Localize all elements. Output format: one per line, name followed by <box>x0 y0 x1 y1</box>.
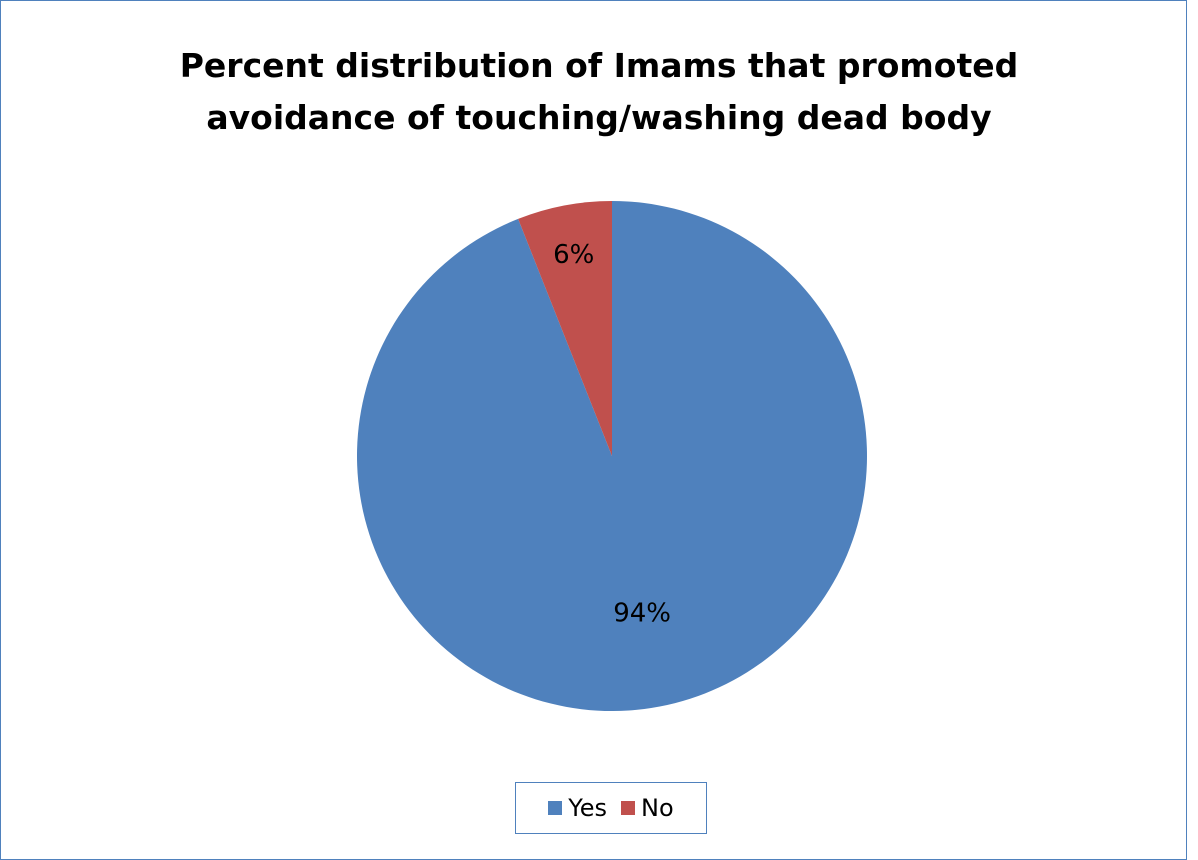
pie-data-labels: 94% 6% <box>553 240 671 628</box>
pie-slices <box>356 201 867 712</box>
legend-swatch-yes <box>548 801 563 815</box>
pie-chart: 94% 6% <box>356 201 867 712</box>
data-label-yes: 94% <box>613 598 671 628</box>
legend-item-no: No <box>621 794 674 822</box>
chart-title-line-1: Percent distribution of Imams that promo… <box>179 46 1019 85</box>
legend-label-yes: Yes <box>568 794 608 822</box>
data-label-no: 6% <box>553 240 594 270</box>
pie-slice-yes <box>356 201 867 712</box>
chart-title: Percent distribution of Imams that promo… <box>0 40 1198 144</box>
legend: Yes No <box>515 782 707 834</box>
pie-slice-no <box>518 201 612 456</box>
legend-label-no: No <box>641 794 674 822</box>
legend-swatch-no <box>621 801 636 815</box>
legend-item-yes: Yes <box>548 794 607 822</box>
chart-title-line-2: avoidance of touching/washing dead body <box>206 98 992 137</box>
